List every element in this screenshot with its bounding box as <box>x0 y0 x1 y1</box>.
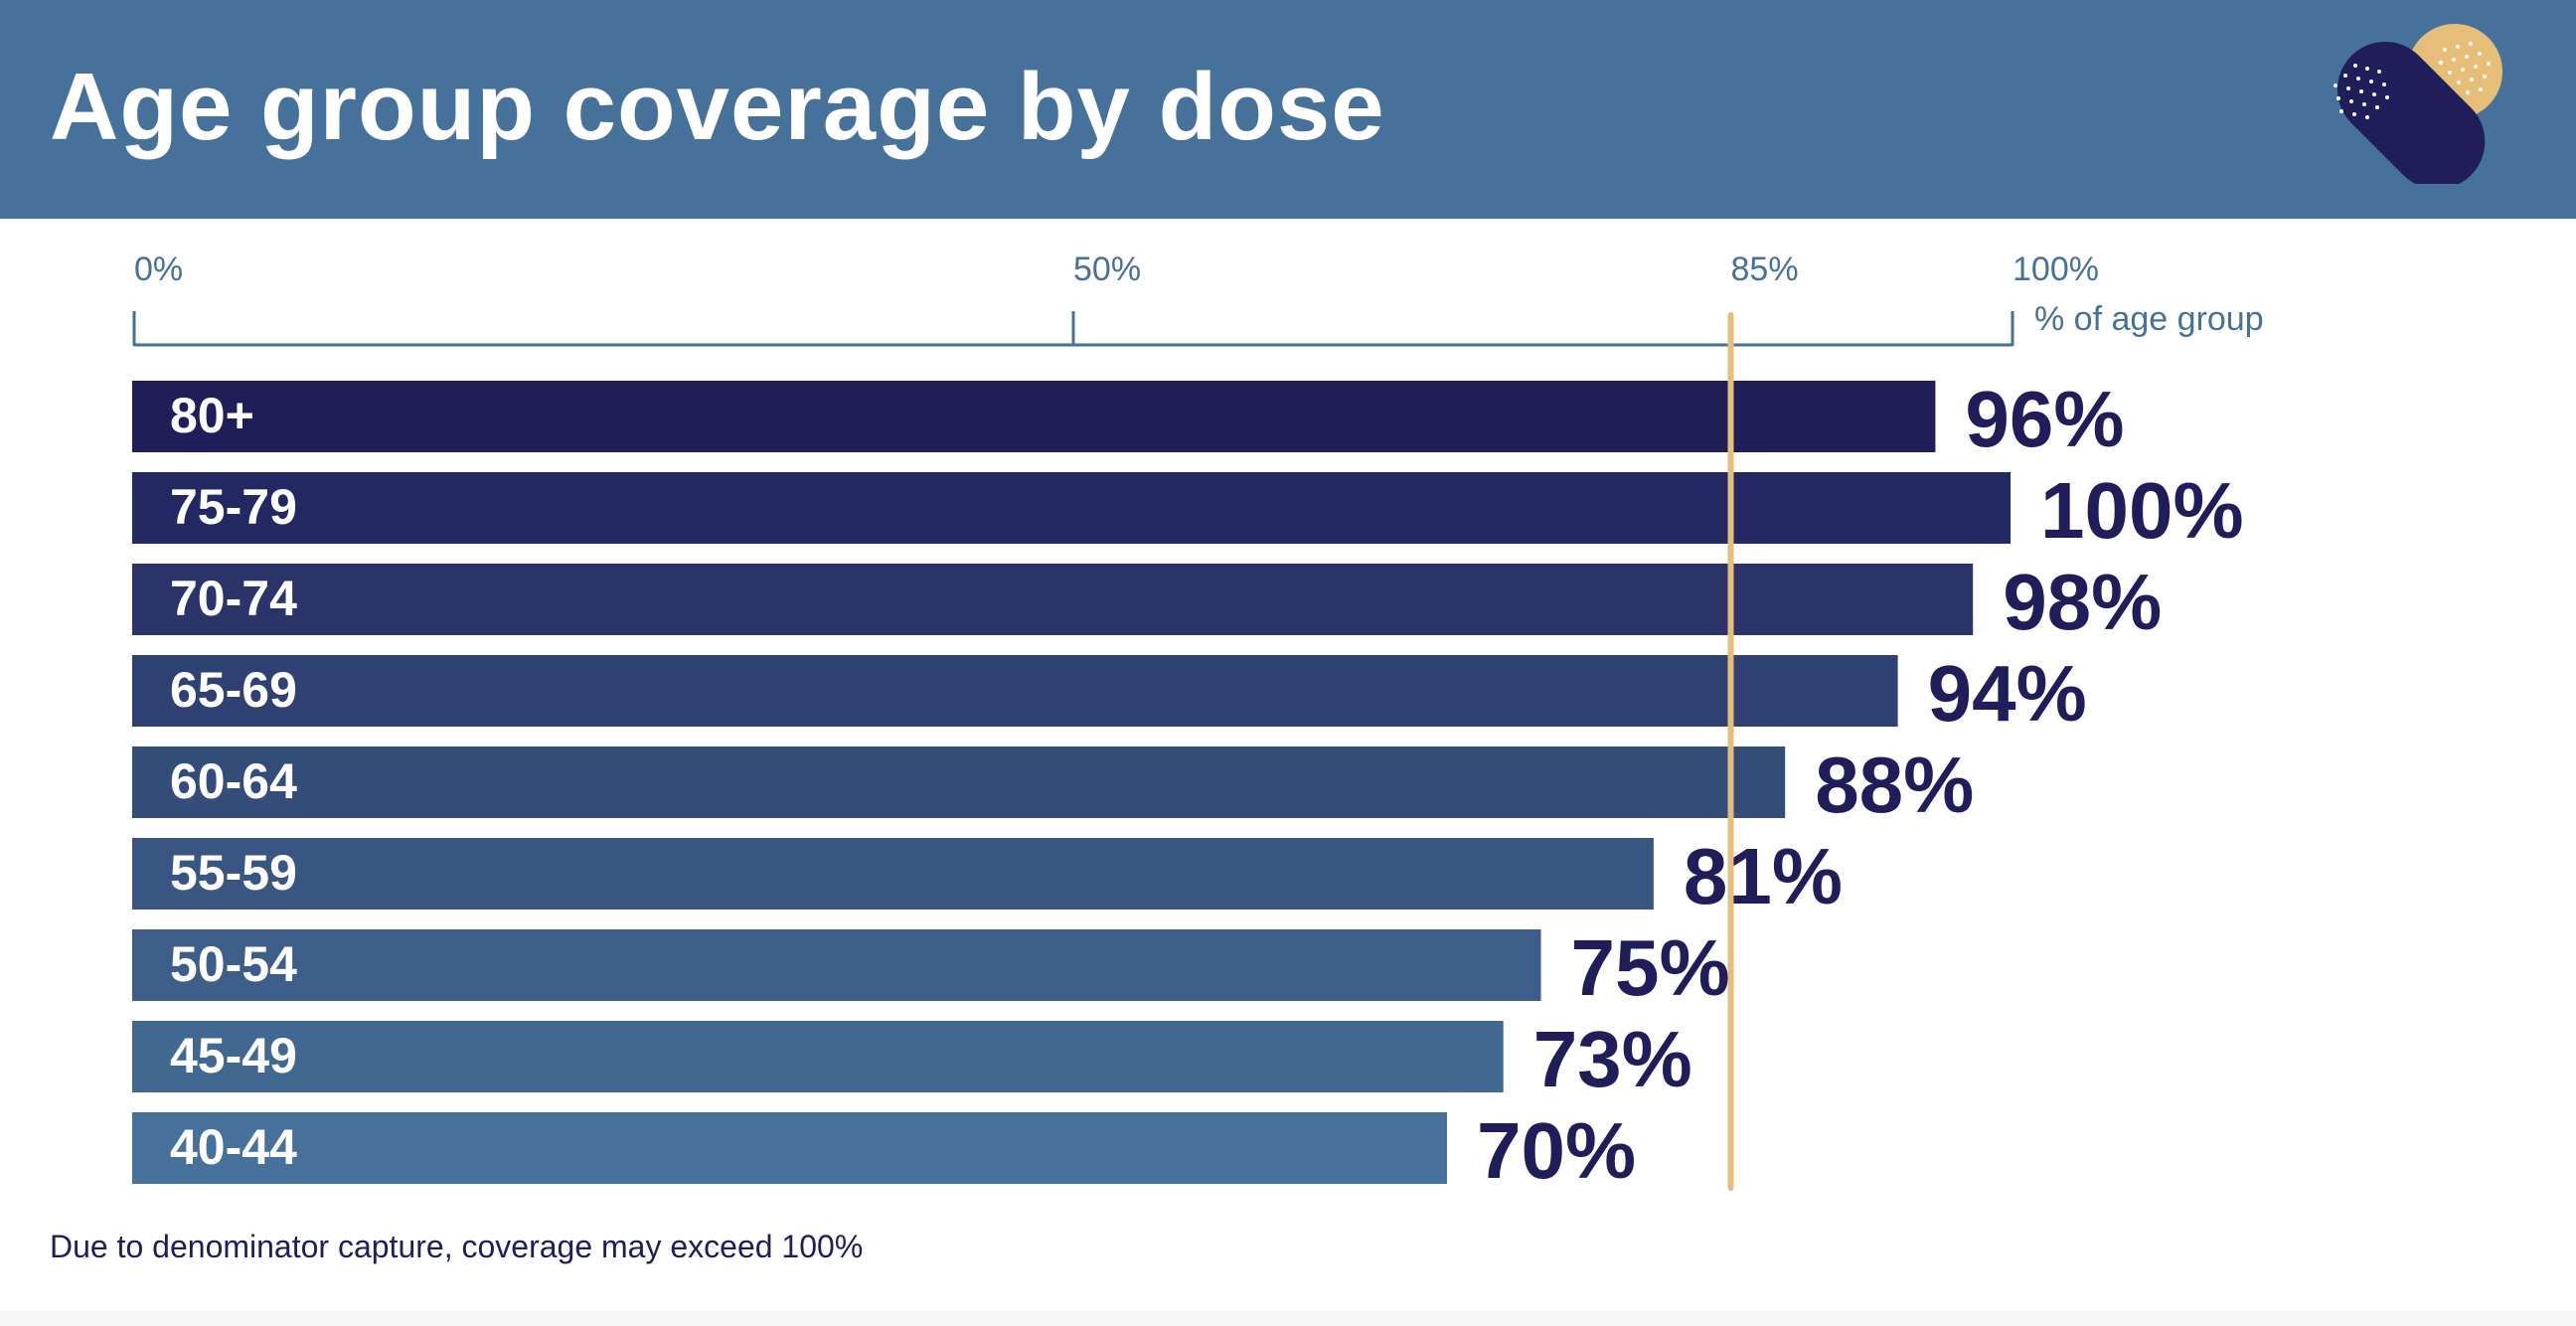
bar <box>132 381 1936 452</box>
bars-group: 80+ 96%75-79 100%70-74 98%65-69 94%60-64 88%5… <box>132 375 2244 1195</box>
bar-row: 80+ 96% <box>132 375 2125 463</box>
category-label: 80+ <box>170 388 254 443</box>
header-banner: Age group coverage by dose <box>0 0 2576 219</box>
x-tick-label: 50% <box>1073 250 1141 288</box>
value-label: 98% <box>2003 558 2162 646</box>
category-label: 50-54 <box>170 936 297 992</box>
bar-row: 50-54 75% <box>132 923 1730 1012</box>
bar-row: 75-79 100% <box>132 466 2244 555</box>
value-label: 100% <box>2040 466 2244 555</box>
category-label: 40-44 <box>170 1119 297 1175</box>
bar-row: 60-64 88% <box>132 741 1974 829</box>
value-label: 75% <box>1571 923 1730 1012</box>
logo-navy-pill <box>2337 41 2486 184</box>
x-tick-label: 0% <box>134 250 183 288</box>
value-label: 81% <box>1684 832 1843 920</box>
category-label: 45-49 <box>170 1028 297 1083</box>
page-title: Age group coverage by dose <box>50 54 1385 160</box>
bar-row: 70-74 98% <box>132 558 2162 646</box>
bar <box>132 1112 1447 1184</box>
x-axis-title: % of age group <box>2034 300 2264 338</box>
heart-bandage-icon <box>2334 24 2502 184</box>
bar <box>132 564 1974 635</box>
coverage-bar-chart: 0% 50% 85% 100% % of age group 80+ 96% 75-79 10… <box>132 250 2264 1195</box>
value-label: 88% <box>1815 741 1974 829</box>
bar-row: 65-69 94% <box>132 649 2087 738</box>
x-tick-label: 100% <box>2012 250 2099 288</box>
category-label: 75-79 <box>170 479 297 535</box>
bar <box>132 655 1898 727</box>
x-tick-label: 85% <box>1731 250 1799 288</box>
bar-row: 55-59 81% <box>132 832 1843 920</box>
bar <box>132 472 2011 544</box>
category-label: 65-69 <box>170 662 297 718</box>
bar <box>132 746 1786 818</box>
value-label: 96% <box>1965 375 2124 463</box>
bar-row: 40-44 70% <box>132 1106 1636 1195</box>
bar-row: 45-49 73% <box>132 1015 1692 1103</box>
bottom-edge <box>0 1310 2576 1326</box>
category-label: 70-74 <box>170 571 297 626</box>
bar <box>132 929 1541 1001</box>
value-label: 70% <box>1477 1106 1636 1195</box>
bar <box>132 1021 1504 1092</box>
bar <box>132 838 1654 910</box>
value-label: 94% <box>1928 649 2087 738</box>
category-label: 60-64 <box>170 753 297 809</box>
footnote: Due to denominator capture, coverage may… <box>50 1229 864 1264</box>
logo-dots <box>2334 42 2491 119</box>
x-axis: 0% 50% 85% 100% % of age group <box>132 250 2264 347</box>
value-label: 73% <box>1533 1015 1692 1103</box>
category-label: 55-59 <box>170 845 297 901</box>
